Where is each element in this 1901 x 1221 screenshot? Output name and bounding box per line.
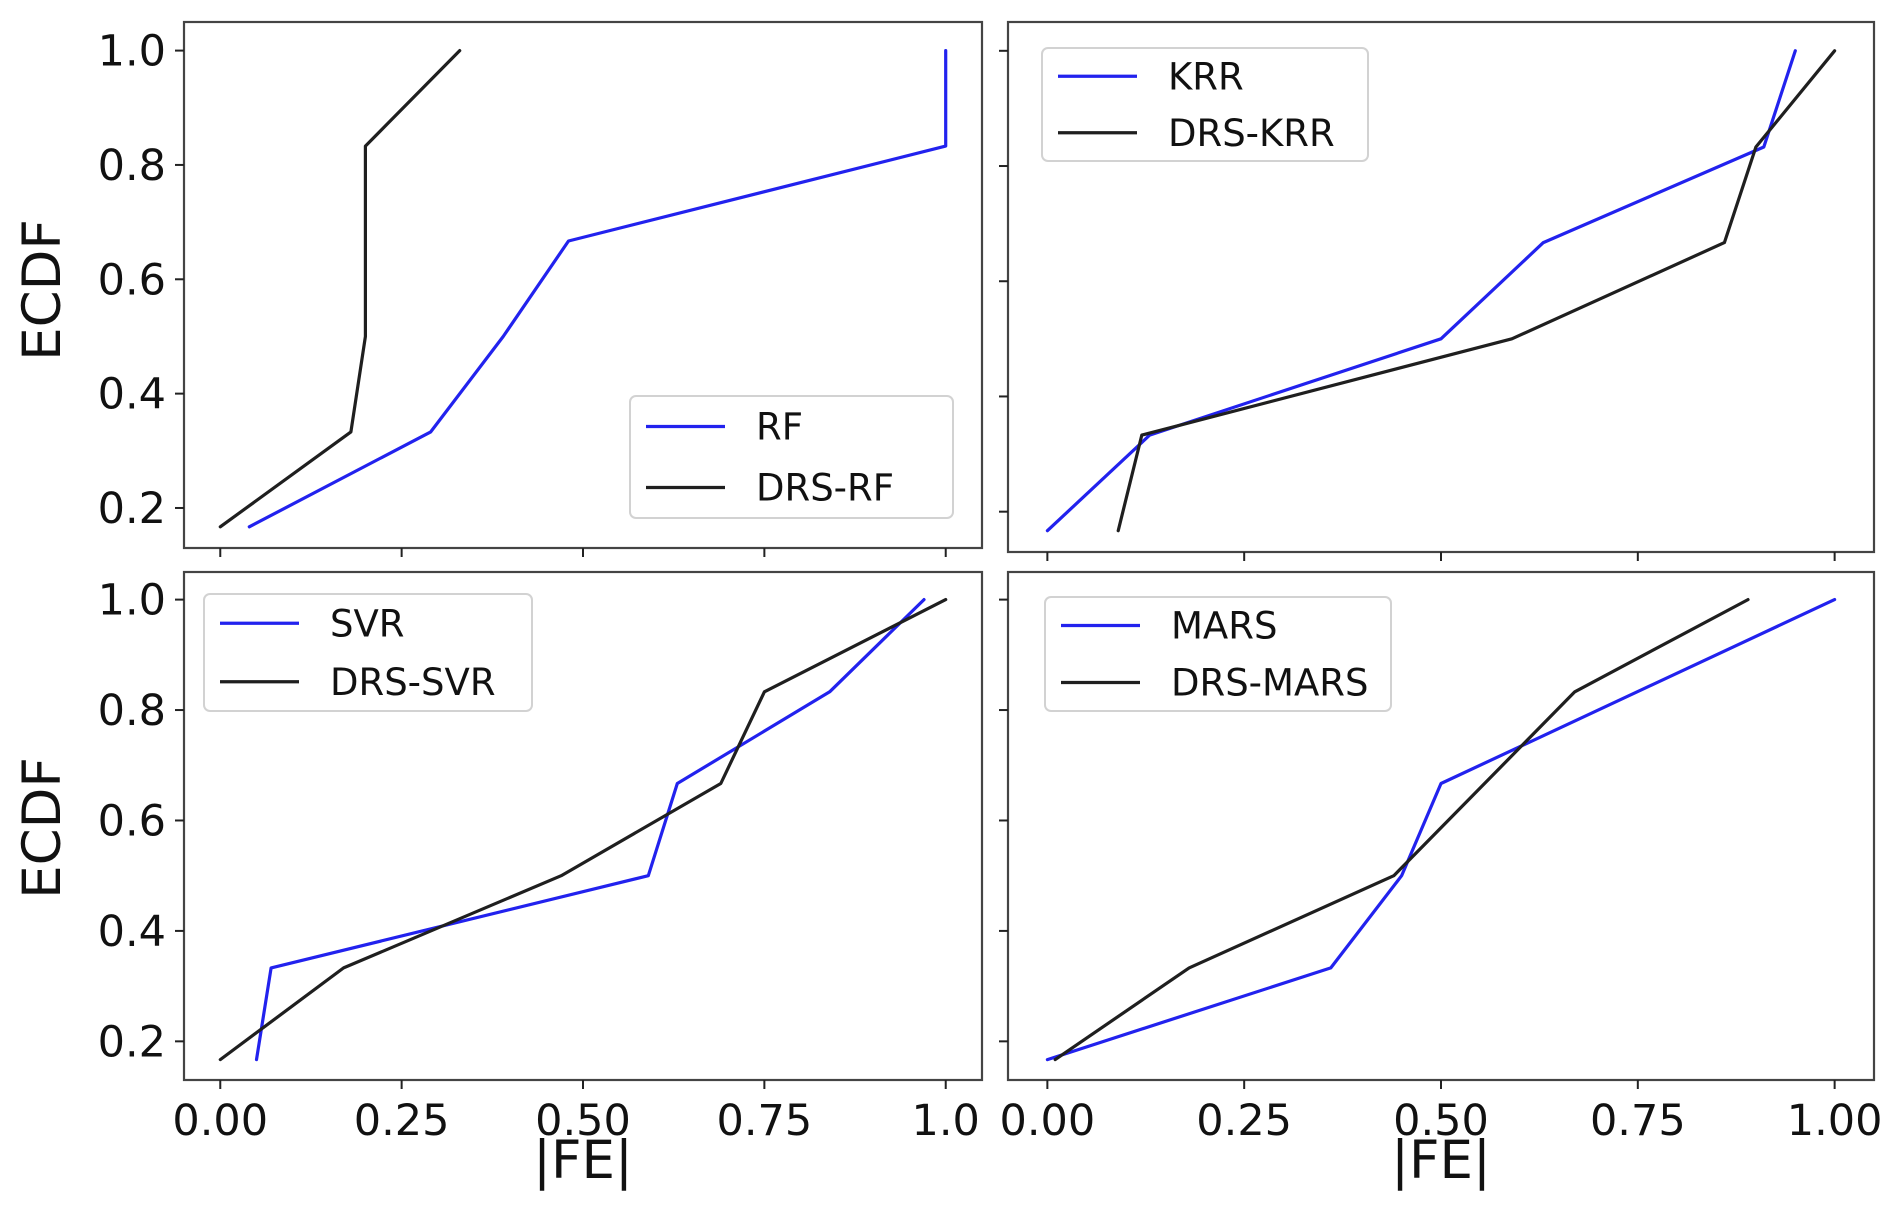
legend: MARS DRS-MARS bbox=[1044, 596, 1392, 712]
legend: SVR DRS-SVR bbox=[203, 593, 533, 712]
legend-label-rf: RF bbox=[756, 406, 803, 449]
y-tick-label: 1.0 bbox=[98, 576, 166, 626]
y-tick-label: 0.8 bbox=[98, 686, 166, 736]
y-axis-title: ECDF bbox=[12, 757, 73, 899]
x-tick-label: 0.00 bbox=[999, 1096, 1095, 1146]
y-tick-label: 0.6 bbox=[98, 796, 166, 846]
x-tick-label: 1.00 bbox=[1787, 1096, 1883, 1146]
x-tick-label: 0.25 bbox=[354, 1096, 450, 1146]
legend: KRR DRS-KRR bbox=[1041, 47, 1369, 162]
legend-label-drs-svr: DRS-SVR bbox=[330, 661, 496, 704]
series-line-rf bbox=[247, 48, 948, 529]
legend-label-krr: KRR bbox=[1168, 55, 1244, 98]
y-tick-label: 0.6 bbox=[98, 255, 166, 305]
legend-label-drs-rf: DRS-RF bbox=[756, 467, 894, 510]
legend-label-svr: SVR bbox=[330, 602, 405, 645]
x-tick-label: 0.75 bbox=[716, 1096, 812, 1146]
chart-panel-bottom-left: 0.2 0.4 0.6 0.8 1.0 0.00 0.25 0.50 0.75 1.0 ECDF |F… bbox=[12, 570, 984, 1191]
series-line-mars bbox=[1045, 597, 1837, 1062]
chart-panel-bottom-right: 0.00 0.25 0.50 0.75 1.00 |FE| MARS DRS-MARS bbox=[999, 570, 1883, 1191]
y-tick-label: 0.4 bbox=[98, 907, 166, 957]
series-line-drs-svr bbox=[218, 597, 948, 1062]
legend-label-mars: MARS bbox=[1171, 605, 1277, 648]
legend-label-drs-mars: DRS-MARS bbox=[1171, 662, 1368, 705]
series-line-drs-rf bbox=[218, 48, 462, 529]
y-tick-label: 0.8 bbox=[98, 141, 166, 191]
legend: RF DRS-RF bbox=[629, 395, 954, 519]
y-tick-label: 1.0 bbox=[98, 27, 166, 77]
x-tick-label: 0.00 bbox=[172, 1096, 268, 1146]
x-axis-title: |FE| bbox=[533, 1130, 633, 1191]
x-axis-title: |FE| bbox=[1391, 1130, 1491, 1191]
x-tick-label: 0.25 bbox=[1196, 1096, 1292, 1146]
series-line-svr bbox=[254, 597, 926, 1062]
x-tick-label: 1.0 bbox=[912, 1096, 980, 1146]
x-tick-label: 0.75 bbox=[1590, 1096, 1686, 1146]
chart-panel-top-right: KRR DRS-KRR bbox=[999, 20, 1876, 561]
chart-panel-top-left: 0.2 0.4 0.6 0.8 1.0 ECDF RF DRS-RF bbox=[12, 20, 984, 557]
x-tick-label: 0.50 bbox=[535, 1096, 631, 1146]
y-axis-title: ECDF bbox=[12, 219, 73, 361]
y-tick-label: 0.4 bbox=[98, 370, 166, 420]
x-tick-label: 0.50 bbox=[1393, 1096, 1489, 1146]
y-tick-label: 0.2 bbox=[98, 484, 166, 534]
y-tick-label: 0.2 bbox=[98, 1017, 166, 1067]
legend-label-drs-krr: DRS-KRR bbox=[1168, 112, 1335, 155]
series-line-drs-krr bbox=[1116, 49, 1837, 533]
series-line-drs-mars bbox=[1053, 597, 1750, 1062]
